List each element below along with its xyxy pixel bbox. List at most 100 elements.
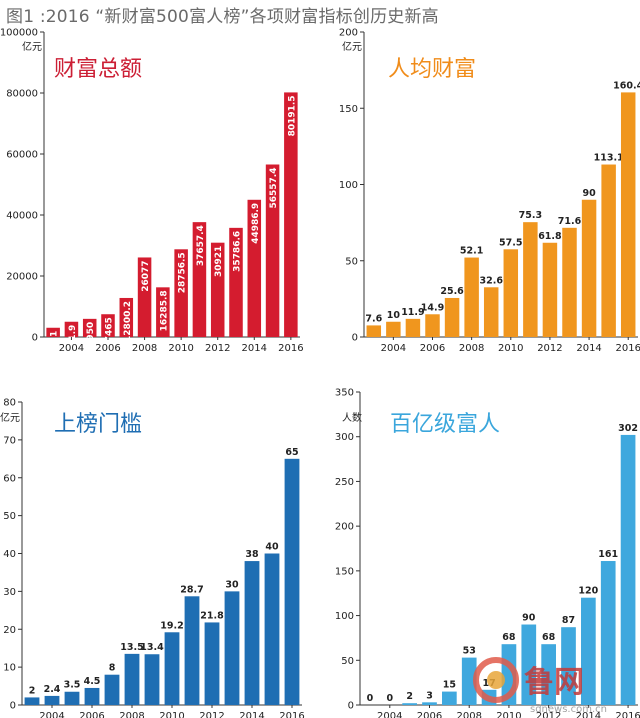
bar-2013 xyxy=(562,227,577,337)
bar-2005 xyxy=(402,703,417,705)
bar-value-label: 4.5 xyxy=(84,676,101,687)
bar-value-label: 87 xyxy=(562,615,575,626)
bar-2015 xyxy=(601,164,616,337)
bar-value-label: 68 xyxy=(542,632,556,643)
bar-2008 xyxy=(461,657,477,705)
y-tick-label: 10 xyxy=(3,663,16,674)
bar-value-label: 14.9 xyxy=(421,302,444,313)
bar-value-label: 2.4 xyxy=(44,684,61,695)
bar-2003 xyxy=(46,327,60,337)
y-tick-label: 100000 xyxy=(0,28,38,39)
bar-2014 xyxy=(581,199,597,337)
x-tick-label: 2008 xyxy=(132,343,157,354)
chart-title: 人均财富 xyxy=(388,57,476,82)
bar-value-label: 68 xyxy=(502,632,516,643)
bar-2007 xyxy=(119,297,134,337)
y-tick-label: 0 xyxy=(348,701,354,712)
bar-2003 xyxy=(24,697,40,705)
y-tick-label: 50 xyxy=(3,511,16,522)
bar-value-label: 302 xyxy=(618,423,638,434)
chart-title: 百亿级富人 xyxy=(390,412,500,437)
bar-value-label: 32.6 xyxy=(479,275,503,286)
bar-value-label: 75.3 xyxy=(519,210,542,221)
watermark-circle-icon xyxy=(473,657,519,703)
y-tick-label: 0 xyxy=(32,333,38,344)
x-tick-label: 2010 xyxy=(496,711,521,718)
bar-2013 xyxy=(224,591,240,705)
bar-2008 xyxy=(124,653,140,705)
y-tick-label: 40 xyxy=(3,549,16,560)
y-unit-label: 亿元 xyxy=(22,40,42,53)
figure-title: 图1 :2016 “新财富500富人榜”各项财富指标创历史新高 xyxy=(6,7,439,27)
bar-value-label: 2 xyxy=(406,691,413,702)
bar-2006 xyxy=(101,314,115,337)
bar-value-label: 12800.2 xyxy=(123,301,133,342)
bar-value-label: 90 xyxy=(582,188,596,199)
watermark-inner-circle-icon xyxy=(487,671,505,689)
bar-value-label: 11.9 xyxy=(401,307,424,318)
bar-2009 xyxy=(483,287,499,337)
chart-title: 财富总额 xyxy=(54,57,142,82)
watermark-logo: 鲁网 sdnews.com.cn xyxy=(473,657,607,715)
y-tick-label: 30 xyxy=(3,587,16,598)
bar-value-label: 37657.4 xyxy=(196,225,206,266)
x-tick-label: 2016 xyxy=(615,343,640,354)
bar-value-label: 7465 xyxy=(105,317,115,342)
watermark-brand: 鲁网 xyxy=(524,665,584,700)
x-tick-label: 2012 xyxy=(536,711,561,718)
bar-2010 xyxy=(174,249,188,337)
bar-value-label: 19.2 xyxy=(160,620,183,631)
bar-value-label: 16285.8 xyxy=(159,290,169,331)
bar-value-label: 65 xyxy=(285,447,298,458)
bar-2006 xyxy=(84,687,100,705)
bar-value-label: 44986.9 xyxy=(251,203,261,244)
bar-2004 xyxy=(44,695,60,705)
bar-value-label: 40 xyxy=(265,542,279,553)
x-tick-label: 2014 xyxy=(242,343,267,354)
bar-value-label: 90 xyxy=(522,613,536,624)
bar-value-label: 3.5 xyxy=(64,680,81,691)
bar-value-label: 61.8 xyxy=(538,231,562,242)
x-tick-label: 2004 xyxy=(377,711,402,718)
bar-value-label: 21.8 xyxy=(200,610,224,621)
bar-2012 xyxy=(210,242,225,337)
bar-2014 xyxy=(244,561,260,705)
y-tick-label: 70 xyxy=(3,435,16,446)
x-tick-label: 2016 xyxy=(279,711,304,718)
bar-value-label: 30 xyxy=(225,579,239,590)
x-tick-label: 2006 xyxy=(420,343,445,354)
y-tick-label: 60000 xyxy=(6,150,38,161)
bar-2007 xyxy=(104,674,120,705)
y-tick-label: 300 xyxy=(335,432,354,443)
y-tick-label: 50 xyxy=(341,656,354,667)
y-unit-label: 亿元 xyxy=(0,411,20,424)
y-tick-label: 100 xyxy=(335,611,354,622)
bar-2006 xyxy=(425,314,440,337)
bar-value-label: 13.5 xyxy=(120,642,143,653)
bar-value-label: 15 xyxy=(443,680,456,691)
x-tick-label: 2004 xyxy=(381,343,406,354)
bar-2005 xyxy=(405,318,421,337)
bar-2013 xyxy=(229,227,243,337)
y-tick-label: 150 xyxy=(335,566,354,577)
bar-2015 xyxy=(265,164,280,337)
bar-2011 xyxy=(523,222,538,337)
bar-value-label: 38 xyxy=(245,549,259,560)
bar-2004 xyxy=(64,321,79,337)
x-tick-label: 2016 xyxy=(278,343,303,354)
bar-2012 xyxy=(541,644,556,705)
x-tick-label: 2010 xyxy=(498,343,523,354)
y-tick-label: 60 xyxy=(3,473,16,484)
y-tick-label: 200 xyxy=(335,522,354,533)
y-unit-label: 亿元 xyxy=(342,40,362,53)
bar-value-label: 160.4 xyxy=(613,80,640,91)
y-tick-label: 350 xyxy=(335,388,354,399)
bar-2016 xyxy=(284,92,298,337)
bar-2013 xyxy=(561,627,576,705)
x-tick-label: 2016 xyxy=(615,711,640,718)
bar-2003 xyxy=(366,325,382,337)
bar-2014 xyxy=(247,199,262,337)
bar-value-label: 56557.4 xyxy=(269,167,279,208)
